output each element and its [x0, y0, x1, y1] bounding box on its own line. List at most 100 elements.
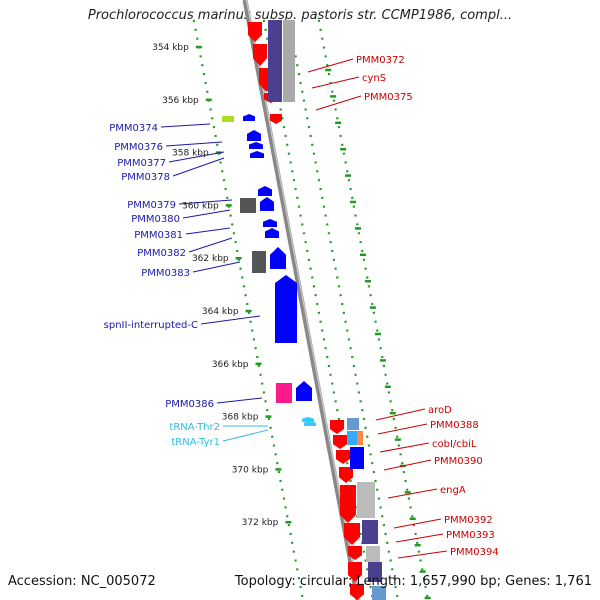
- forward-gene-arrow: [265, 228, 279, 238]
- left-leader-line: [165, 141, 223, 147]
- scale-tick-label: 364 kbp: [202, 307, 239, 317]
- homology-bar: [268, 20, 282, 102]
- left-feature-label: tRNA-Thr2: [169, 422, 220, 433]
- right-leader-line: [397, 550, 448, 559]
- page-title: Prochlorococcus marinus subsp. pastoris …: [87, 8, 513, 23]
- homology-bar: [362, 520, 378, 544]
- reverse-gene-arrow: [348, 546, 362, 560]
- right-feature-label: PMM0394: [450, 547, 499, 558]
- reverse-gene-arrow: [344, 523, 360, 545]
- reverse-gene-arrow: [336, 450, 350, 464]
- right-leader-line: [377, 423, 428, 435]
- reverse-gene-arrow: [339, 467, 353, 483]
- gene-block-grey: [252, 251, 266, 273]
- left-feature-label: PMM0379: [127, 200, 176, 211]
- scale-tick-label: 362 kbp: [192, 254, 229, 264]
- homology-bar: [347, 431, 359, 445]
- left-feature-label: PMM0376: [114, 142, 163, 153]
- reverse-gene-arrow: [270, 114, 282, 124]
- right-leader-line: [379, 442, 430, 453]
- right-feature-label: cobI/cbiL: [432, 439, 477, 450]
- homology-bar: [347, 418, 359, 430]
- forward-gene-arrow: [249, 142, 263, 149]
- forward-gene-arrow: [250, 151, 264, 158]
- reverse-gene-arrow: [340, 485, 356, 523]
- right-leader-line: [307, 58, 354, 73]
- gene-block-small: [222, 116, 234, 122]
- homology-bar: [372, 586, 386, 600]
- right-feature-label: PMM0390: [434, 456, 483, 467]
- left-feature-label: PMM0383: [141, 268, 190, 279]
- homology-bar: [366, 546, 380, 562]
- right-leader-line: [387, 488, 438, 499]
- homology-bar: [357, 431, 363, 445]
- scale-tick-label: 354 kbp: [152, 43, 189, 53]
- homology-bar: [283, 20, 295, 102]
- gene-block-grey: [240, 198, 256, 213]
- left-feature-label: PMM0378: [121, 172, 170, 183]
- feature-labels: PMM0374 PMM0376 PMM0377 PMM0378 PMM0379 PMM03…: [104, 55, 499, 558]
- trna-arrow: [304, 421, 316, 426]
- right-leader-line: [315, 95, 362, 111]
- right-leader-line: [393, 518, 442, 529]
- scale-tick-label: 360 kbp: [182, 201, 219, 211]
- left-leader-line: [160, 123, 211, 128]
- reverse-gene-arrow: [253, 44, 267, 66]
- left-leader-line: [172, 157, 225, 177]
- right-feature-label: aroD: [428, 405, 452, 416]
- right-feature-label: PMM0392: [444, 515, 493, 526]
- left-leader-line: [216, 397, 263, 404]
- forward-gene-arrow: [275, 275, 297, 343]
- left-feature-label: PMM0377: [117, 158, 166, 169]
- homology-bar: [357, 482, 375, 518]
- left-feature-label: tRNA-Tyr1: [171, 437, 220, 448]
- left-leader-line: [192, 261, 241, 273]
- reverse-gene-arrow: [333, 435, 347, 449]
- label-leader-lines: [160, 58, 448, 559]
- homology-bar: [350, 447, 364, 469]
- forward-gene-arrow: [270, 247, 286, 269]
- right-feature-label: engA: [440, 485, 466, 496]
- left-feature-label: PMM0380: [131, 214, 180, 225]
- right-feature-label: cynS: [362, 73, 386, 84]
- left-leader-line: [222, 429, 269, 442]
- forward-gene-arrow: [258, 186, 272, 196]
- reverse-gene-arrow: [248, 22, 262, 42]
- forward-gene-arrow: [260, 197, 274, 211]
- forward-gene-arrow: [243, 114, 255, 121]
- feature-track: [222, 20, 386, 600]
- right-leader-line: [375, 408, 426, 421]
- left-feature-label: PMM0381: [134, 230, 183, 241]
- reverse-gene-arrow: [348, 562, 362, 582]
- forward-gene-arrow: [296, 381, 312, 401]
- left-leader-line: [168, 151, 225, 163]
- reverse-gene-arrow: [350, 584, 364, 600]
- accession-text: Accession: NC_005072: [8, 574, 156, 589]
- scale-tick-label: 366 kbp: [212, 360, 249, 370]
- left-feature-label: PMM0382: [137, 248, 186, 259]
- scale-tick-label: 356 kbp: [162, 96, 199, 106]
- gene-block-pink: [276, 383, 292, 403]
- right-leader-line: [311, 76, 360, 89]
- right-feature-label: PMM0393: [446, 530, 495, 541]
- right-feature-label: PMM0388: [430, 420, 479, 431]
- backbone-line: [242, 0, 361, 600]
- scale-tick-label: 358 kbp: [172, 149, 209, 159]
- topology-text: Topology: circular; Length: 1,657,990 bp…: [234, 574, 592, 589]
- right-feature-label: PMM0375: [364, 92, 413, 103]
- scale-tick-label: 372 kbp: [242, 518, 279, 528]
- right-feature-label: PMM0372: [356, 55, 405, 66]
- left-feature-label: spnII-interrupted-C: [104, 320, 198, 331]
- left-leader-line: [200, 315, 261, 325]
- scale-tick-label: 370 kbp: [232, 465, 269, 475]
- scale-tick-label: 368 kbp: [222, 413, 259, 423]
- right-leader-line: [383, 459, 432, 471]
- homology-bar: [368, 562, 382, 582]
- forward-gene-arrow: [247, 130, 261, 141]
- forward-gene-arrow: [263, 219, 277, 227]
- left-leader-line: [185, 227, 231, 235]
- left-leader-line: [178, 199, 233, 205]
- left-feature-label: PMM0374: [109, 123, 158, 134]
- right-leader-line: [395, 533, 444, 543]
